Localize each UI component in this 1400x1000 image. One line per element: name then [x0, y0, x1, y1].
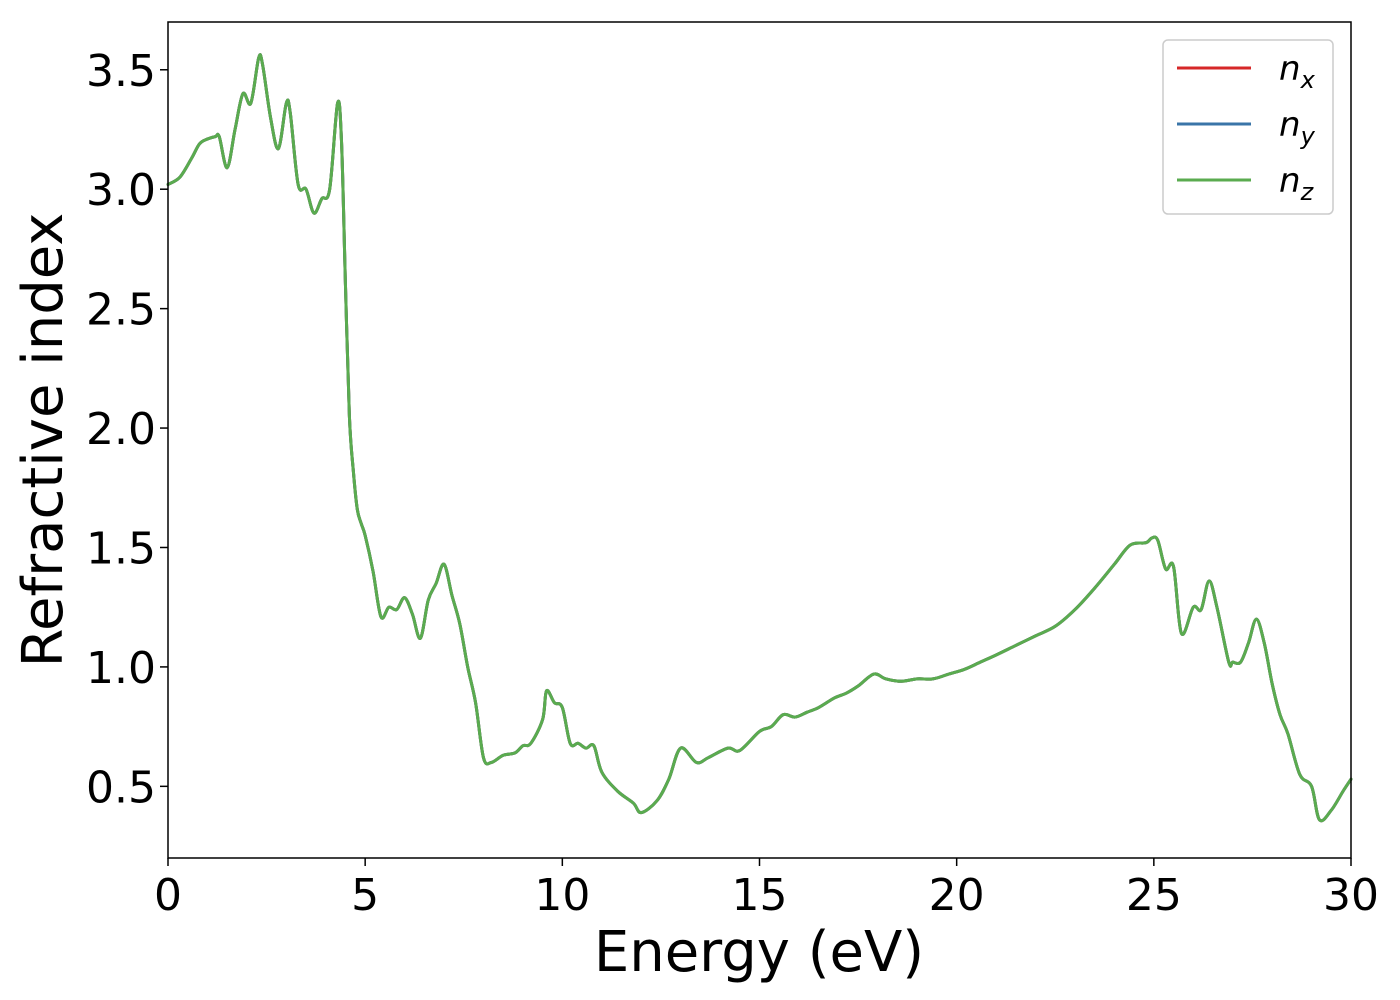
legend-label-subscript: z [1300, 178, 1315, 206]
legend-label-subscript: y [1300, 122, 1316, 150]
legend-box [1162, 39, 1334, 215]
y-axis-title: Refractive index [11, 213, 76, 668]
y-tick-label: 0.5 [86, 762, 156, 813]
x-axis-ticks: 0 5 10 15 20 25 30 [154, 858, 1379, 921]
x-tick-label: 5 [351, 870, 379, 921]
y-tick-label: 1.5 [86, 523, 156, 574]
y-tick-label: 2.5 [86, 285, 156, 336]
x-tick-label: 30 [1323, 870, 1379, 921]
y-tick-label: 1.0 [86, 643, 156, 694]
legend-label-base: n [1279, 105, 1301, 145]
legend-label-base: n [1279, 161, 1301, 201]
y-tick-label: 2.0 [86, 404, 156, 455]
series-layer [166, 53, 1353, 823]
x-tick-label: 20 [929, 870, 985, 921]
x-axis-title: Energy (eV) [594, 920, 924, 985]
y-axis-ticks: 0.5 1.0 1.5 2.0 2.5 3.0 3.5 [86, 46, 168, 813]
x-tick-label: 0 [154, 870, 182, 921]
x-tick-label: 25 [1126, 870, 1182, 921]
legend-label-subscript: x [1300, 66, 1316, 94]
y-tick-label: 3.5 [86, 46, 156, 97]
series-line-nz [166, 53, 1353, 823]
legend-label-ny: ny [1279, 105, 1316, 150]
legend-label-nx: nx [1279, 49, 1316, 94]
legend-label-nz: nz [1279, 161, 1315, 206]
legend-label-base: n [1279, 49, 1301, 89]
x-tick-label: 15 [732, 870, 788, 921]
y-tick-label: 3.0 [86, 165, 156, 216]
x-tick-label: 10 [534, 870, 590, 921]
